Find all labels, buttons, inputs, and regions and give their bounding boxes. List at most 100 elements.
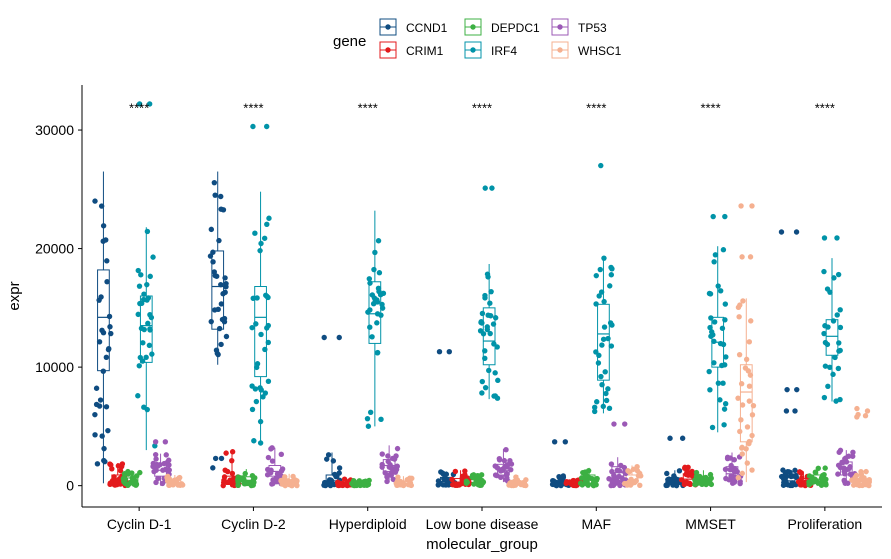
point-tp53 — [389, 455, 396, 462]
point-whsc1 — [394, 482, 400, 489]
point-ccnd1 — [210, 259, 216, 265]
point-irf4 — [722, 213, 728, 220]
point-tp53 — [613, 475, 620, 482]
point-irf4 — [488, 313, 494, 319]
legend-entry-tp53: TP53 — [551, 18, 607, 36]
point-ccnd1 — [216, 237, 222, 244]
point-depdc1 — [692, 481, 698, 487]
x-tick-label-proliferation: Proliferation — [788, 516, 863, 532]
point-ccnd1 — [223, 280, 229, 287]
point-whsc1 — [749, 432, 755, 439]
point-irf4 — [264, 221, 270, 227]
point-irf4 — [608, 343, 615, 349]
point-whsc1 — [854, 414, 860, 420]
point-ccnd1 — [667, 435, 673, 441]
point-ccnd1 — [93, 385, 100, 391]
point-irf4 — [482, 348, 488, 354]
point-whsc1 — [749, 467, 755, 473]
point-irf4 — [138, 325, 145, 332]
point-irf4 — [596, 293, 602, 299]
point-depdc1 — [479, 477, 485, 484]
point-irf4 — [367, 324, 373, 330]
point-irf4 — [371, 266, 377, 273]
point-tp53 — [269, 458, 276, 464]
point-tp53 — [163, 452, 169, 458]
point-irf4 — [265, 294, 271, 301]
point-irf4 — [722, 301, 729, 307]
x-tick-label-cyclin-d-2: Cyclin D-2 — [221, 516, 286, 532]
point-irf4 — [822, 363, 829, 369]
point-ccnd1 — [326, 480, 332, 487]
point-crim1 — [689, 468, 695, 475]
point-irf4 — [486, 367, 492, 374]
point-ccnd1 — [92, 411, 98, 418]
point-whsc1 — [506, 482, 512, 488]
point-ccnd1 — [215, 351, 221, 358]
point-irf4 — [607, 283, 613, 289]
point-whsc1 — [736, 351, 743, 358]
point-irf4 — [591, 404, 598, 411]
legend-entries: CCND1 CRIM1 DEPDC1 IRF4 TP53 WHSC1 — [379, 18, 622, 59]
point-irf4 — [367, 307, 373, 313]
point-ccnd1 — [330, 458, 337, 464]
x-axis-title: molecular_group — [426, 536, 538, 553]
point-irf4 — [605, 386, 611, 392]
point-irf4 — [136, 283, 143, 289]
point-ccnd1 — [222, 289, 228, 296]
point-tp53 — [496, 457, 503, 463]
point-irf4 — [265, 322, 271, 329]
point-irf4 — [715, 283, 721, 289]
point-irf4 — [479, 310, 486, 317]
point-tp53 — [502, 464, 508, 470]
point-irf4 — [139, 358, 146, 364]
point-irf4 — [833, 398, 839, 404]
point-tp53 — [388, 464, 394, 471]
legend-entry-irf4: IRF4 — [464, 41, 517, 59]
point-ccnd1 — [211, 179, 218, 186]
point-crim1 — [119, 461, 126, 467]
point-irf4 — [831, 275, 837, 281]
point-whsc1 — [858, 468, 864, 475]
point-tp53 — [835, 471, 841, 477]
point-ccnd1 — [673, 482, 680, 489]
point-whsc1 — [739, 402, 746, 408]
point-irf4 — [709, 329, 715, 335]
point-ccnd1 — [321, 334, 327, 341]
point-irf4 — [482, 292, 488, 299]
point-irf4 — [480, 331, 487, 337]
point-ccnd1 — [669, 479, 675, 485]
point-ccnd1 — [558, 481, 565, 487]
x-tick-label-cyclin-d-1: Cyclin D-1 — [107, 516, 172, 532]
point-irf4 — [375, 238, 382, 244]
point-ccnd1 — [218, 206, 224, 212]
point-irf4 — [708, 315, 714, 321]
point-whsc1 — [738, 381, 745, 387]
point-tp53 — [727, 455, 734, 461]
point-ccnd1 — [104, 258, 110, 264]
point-ccnd1 — [793, 229, 800, 235]
point-irf4 — [149, 351, 155, 357]
point-whsc1 — [394, 478, 401, 484]
point-whsc1 — [746, 440, 752, 447]
point-whsc1 — [739, 445, 745, 451]
point-crim1 — [452, 468, 459, 475]
point-irf4 — [723, 354, 729, 360]
point-crim1 — [338, 480, 344, 487]
point-whsc1 — [737, 428, 743, 435]
significance-label: **** — [700, 100, 720, 115]
point-irf4 — [258, 331, 264, 338]
x-ticks: Cyclin D-1 Cyclin D-2 Hyperdiploid Low bone… — [107, 507, 862, 532]
point-tp53 — [618, 462, 624, 469]
point-whsc1 — [736, 314, 742, 320]
point-irf4 — [150, 254, 156, 260]
legend-label: WHSC1 — [578, 44, 622, 58]
point-irf4 — [143, 354, 149, 361]
point-ccnd1 — [223, 333, 230, 340]
point-depdc1 — [471, 481, 477, 487]
point-irf4 — [135, 311, 141, 318]
x-tick-label-hyperdiploid: Hyperdiploid — [329, 516, 407, 532]
point-irf4 — [719, 325, 726, 331]
point-depdc1 — [356, 478, 363, 484]
point-whsc1 — [510, 482, 517, 488]
point-ccnd1 — [106, 313, 113, 320]
